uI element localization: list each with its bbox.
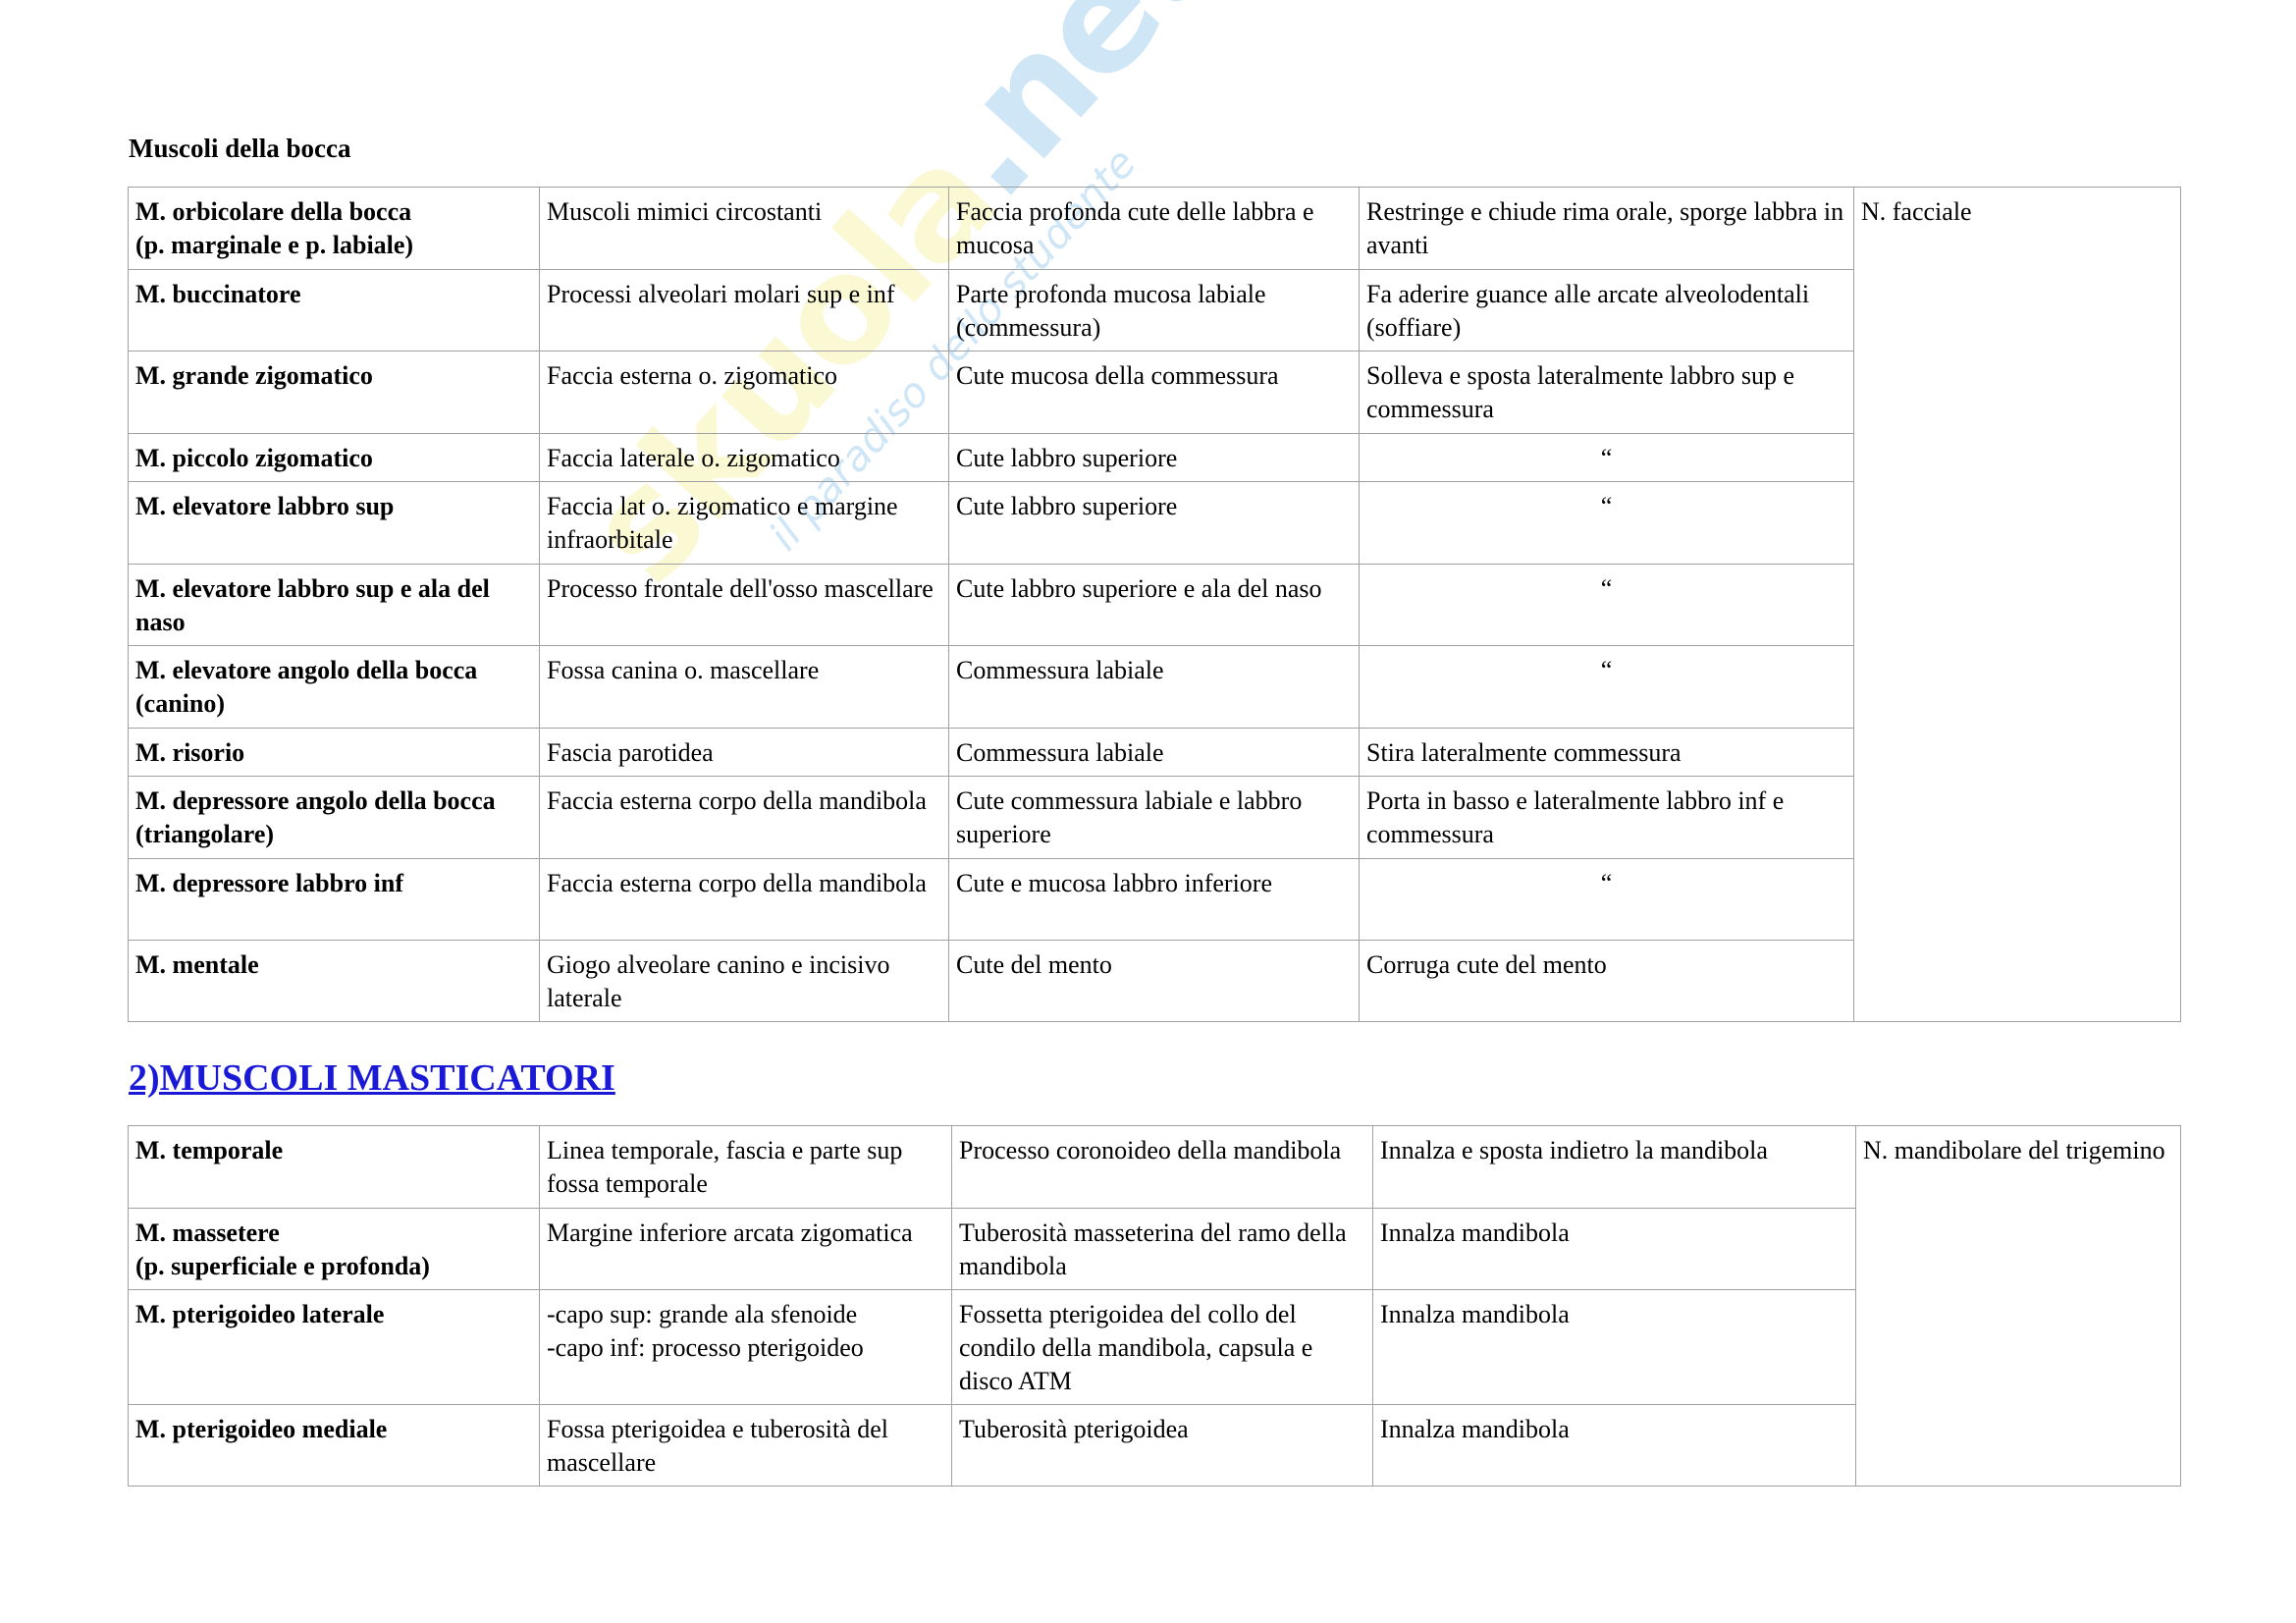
cell-origin: Linea temporale, fascia e parte sup foss… — [539, 1125, 952, 1209]
cell-insertion: Cute e mucosa labbro inferiore — [948, 858, 1360, 941]
cell-origin: Processo frontale dell'osso mascellare — [539, 564, 949, 646]
cell-insertion: Cute labbro superiore — [948, 481, 1360, 565]
table-row: M. risorio Fascia parotidea Commessura lab… — [128, 728, 2181, 777]
cell-muscle-name: M. elevatore labbro sup e ala del naso — [128, 564, 540, 646]
cell-action: Porta in basso e lateralmente labbro inf… — [1359, 776, 1854, 859]
table-row: M. orbicolare della bocca (p. marginale … — [128, 187, 2181, 1022]
cell-muscle-name: M. mentale — [128, 940, 540, 1022]
cell-origin: Faccia esterna o. zigomatico — [539, 351, 949, 434]
table-row: M. depressore labbro inf Faccia esterna c… — [128, 858, 2181, 941]
cell-insertion: Cute commessura labiale e labbro superio… — [948, 776, 1360, 859]
cell-action: “ — [1359, 645, 1854, 729]
cell-muscle-name: M. orbicolare della bocca (p. marginale … — [128, 187, 540, 270]
cell-muscle-name: M. pterigoideo laterale — [128, 1289, 540, 1405]
cell-origin: -capo sup: grande ala sfenoide -capo inf… — [539, 1289, 952, 1405]
cell-insertion: Processo coronoideo della mandibola — [951, 1125, 1373, 1209]
cell-action: Innalza e sposta indietro la mandibola — [1372, 1125, 1856, 1209]
table-row: M. temporale Linea temporale, fascia e pa… — [128, 1125, 2181, 1487]
cell-action: Innalza mandibola — [1372, 1404, 1856, 1487]
cell-action: Restringe e chiude rima orale, sporge la… — [1359, 187, 1854, 270]
cell-muscle-name: M. risorio — [128, 728, 540, 777]
cell-origin: Processi alveolari molari sup e inf — [539, 269, 949, 352]
cell-origin: Margine inferiore arcata zigomatica — [539, 1208, 952, 1290]
table-row: M. grande zigomatico Faccia esterna o. zi… — [128, 351, 2181, 434]
cell-action: “ — [1359, 564, 1854, 646]
cell-action: Stira lateralmente commessura — [1359, 728, 1854, 777]
cell-origin: Faccia esterna corpo della mandibola — [539, 776, 949, 859]
cell-action: Fa aderire guance alle arcate alveoloden… — [1359, 269, 1854, 352]
cell-origin: Giogo alveolare canino e incisivo latera… — [539, 940, 949, 1022]
cell-origin: Muscoli mimici circostanti — [539, 187, 949, 270]
table-row: M. massetere (p. superficiale e profonda… — [128, 1208, 2181, 1290]
cell-insertion: Tuberosità masseterina del ramo della ma… — [951, 1208, 1373, 1290]
cell-muscle-name: M. depressore labbro inf — [128, 858, 540, 941]
cell-origin: Fossa pterigoidea e tuberosità del masce… — [539, 1404, 952, 1487]
cell-insertion: Faccia profonda cute delle labbra e muco… — [948, 187, 1360, 270]
cell-muscle-name: M. buccinatore — [128, 269, 540, 352]
cell-muscle-name: M. elevatore angolo della bocca (canino) — [128, 645, 540, 729]
cell-muscle-name: M. pterigoideo mediale — [128, 1404, 540, 1487]
cell-insertion: Cute labbro superiore — [948, 433, 1360, 482]
cell-muscle-name: M. grande zigomatico — [128, 351, 540, 434]
table-muscoli-masticatori: M. temporale Linea temporale, fascia e pa… — [128, 1125, 2181, 1487]
table-muscoli-bocca: M. orbicolare della bocca (p. marginale … — [128, 187, 2181, 1022]
section-title-muscoli-masticatori-link[interactable]: 2)MUSCOLI MASTICATORI — [129, 1057, 615, 1099]
cell-insertion: Fossetta pterigoidea del collo del condi… — [951, 1289, 1373, 1405]
cell-action: Innalza mandibola — [1372, 1208, 1856, 1290]
table-row: M. pterigoideo laterale -capo sup: grande… — [128, 1289, 2181, 1405]
cell-insertion: Parte profonda mucosa labiale (commessur… — [948, 269, 1360, 352]
cell-muscle-name: M. massetere (p. superficiale e profonda… — [128, 1208, 540, 1290]
cell-muscle-name: M. piccolo zigomatico — [128, 433, 540, 482]
cell-insertion: Cute labbro superiore e ala del naso — [948, 564, 1360, 646]
cell-action: Innalza mandibola — [1372, 1289, 1856, 1405]
section-title-muscoli-bocca: Muscoli della bocca — [129, 134, 351, 163]
cell-innervation: N. facciale — [1853, 187, 2181, 1022]
cell-insertion: Commessura labiale — [948, 645, 1360, 729]
cell-origin: Faccia laterale o. zigomatico — [539, 433, 949, 482]
cell-action: “ — [1359, 433, 1854, 482]
cell-action: Solleva e sposta lateralmente labbro sup… — [1359, 351, 1854, 434]
table-row: M. depressore angolo della bocca (triang… — [128, 776, 2181, 859]
cell-origin: Faccia esterna corpo della mandibola — [539, 858, 949, 941]
table-row: M. elevatore labbro sup e ala del naso Pr… — [128, 564, 2181, 646]
cell-insertion: Tuberosità pterigoidea — [951, 1404, 1373, 1487]
table-row: M. pterigoideo mediale Fossa pterigoidea … — [128, 1404, 2181, 1487]
cell-origin: Fossa canina o. mascellare — [539, 645, 949, 729]
cell-muscle-name: M. depressore angolo della bocca (triang… — [128, 776, 540, 859]
cell-muscle-name: M. temporale — [128, 1125, 540, 1209]
cell-innervation: N. mandibolare del trigemino — [1855, 1125, 2181, 1487]
table-row: M. piccolo zigomatico Faccia laterale o. … — [128, 433, 2181, 482]
cell-insertion: Cute mucosa della commessura — [948, 351, 1360, 434]
cell-muscle-name: M. elevatore labbro sup — [128, 481, 540, 565]
cell-action: Corruga cute del mento — [1359, 940, 1854, 1022]
cell-origin: Fascia parotidea — [539, 728, 949, 777]
cell-action: “ — [1359, 858, 1854, 941]
table-row: M. elevatore labbro sup Faccia lat o. zig… — [128, 481, 2181, 565]
cell-insertion: Cute del mento — [948, 940, 1360, 1022]
table-row: M. mentale Giogo alveolare canino e incis… — [128, 940, 2181, 1022]
table-row: M. elevatore angolo della bocca (canino)… — [128, 645, 2181, 729]
cell-origin: Faccia lat o. zigomatico e margine infra… — [539, 481, 949, 565]
cell-insertion: Commessura labiale — [948, 728, 1360, 777]
cell-action: “ — [1359, 481, 1854, 565]
